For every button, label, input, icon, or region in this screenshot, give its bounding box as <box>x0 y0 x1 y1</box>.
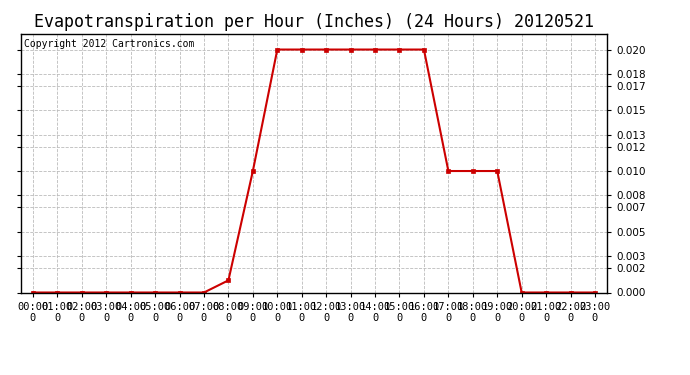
Title: Evapotranspiration per Hour (Inches) (24 Hours) 20120521: Evapotranspiration per Hour (Inches) (24… <box>34 13 594 31</box>
Text: Copyright 2012 Cartronics.com: Copyright 2012 Cartronics.com <box>23 39 194 49</box>
